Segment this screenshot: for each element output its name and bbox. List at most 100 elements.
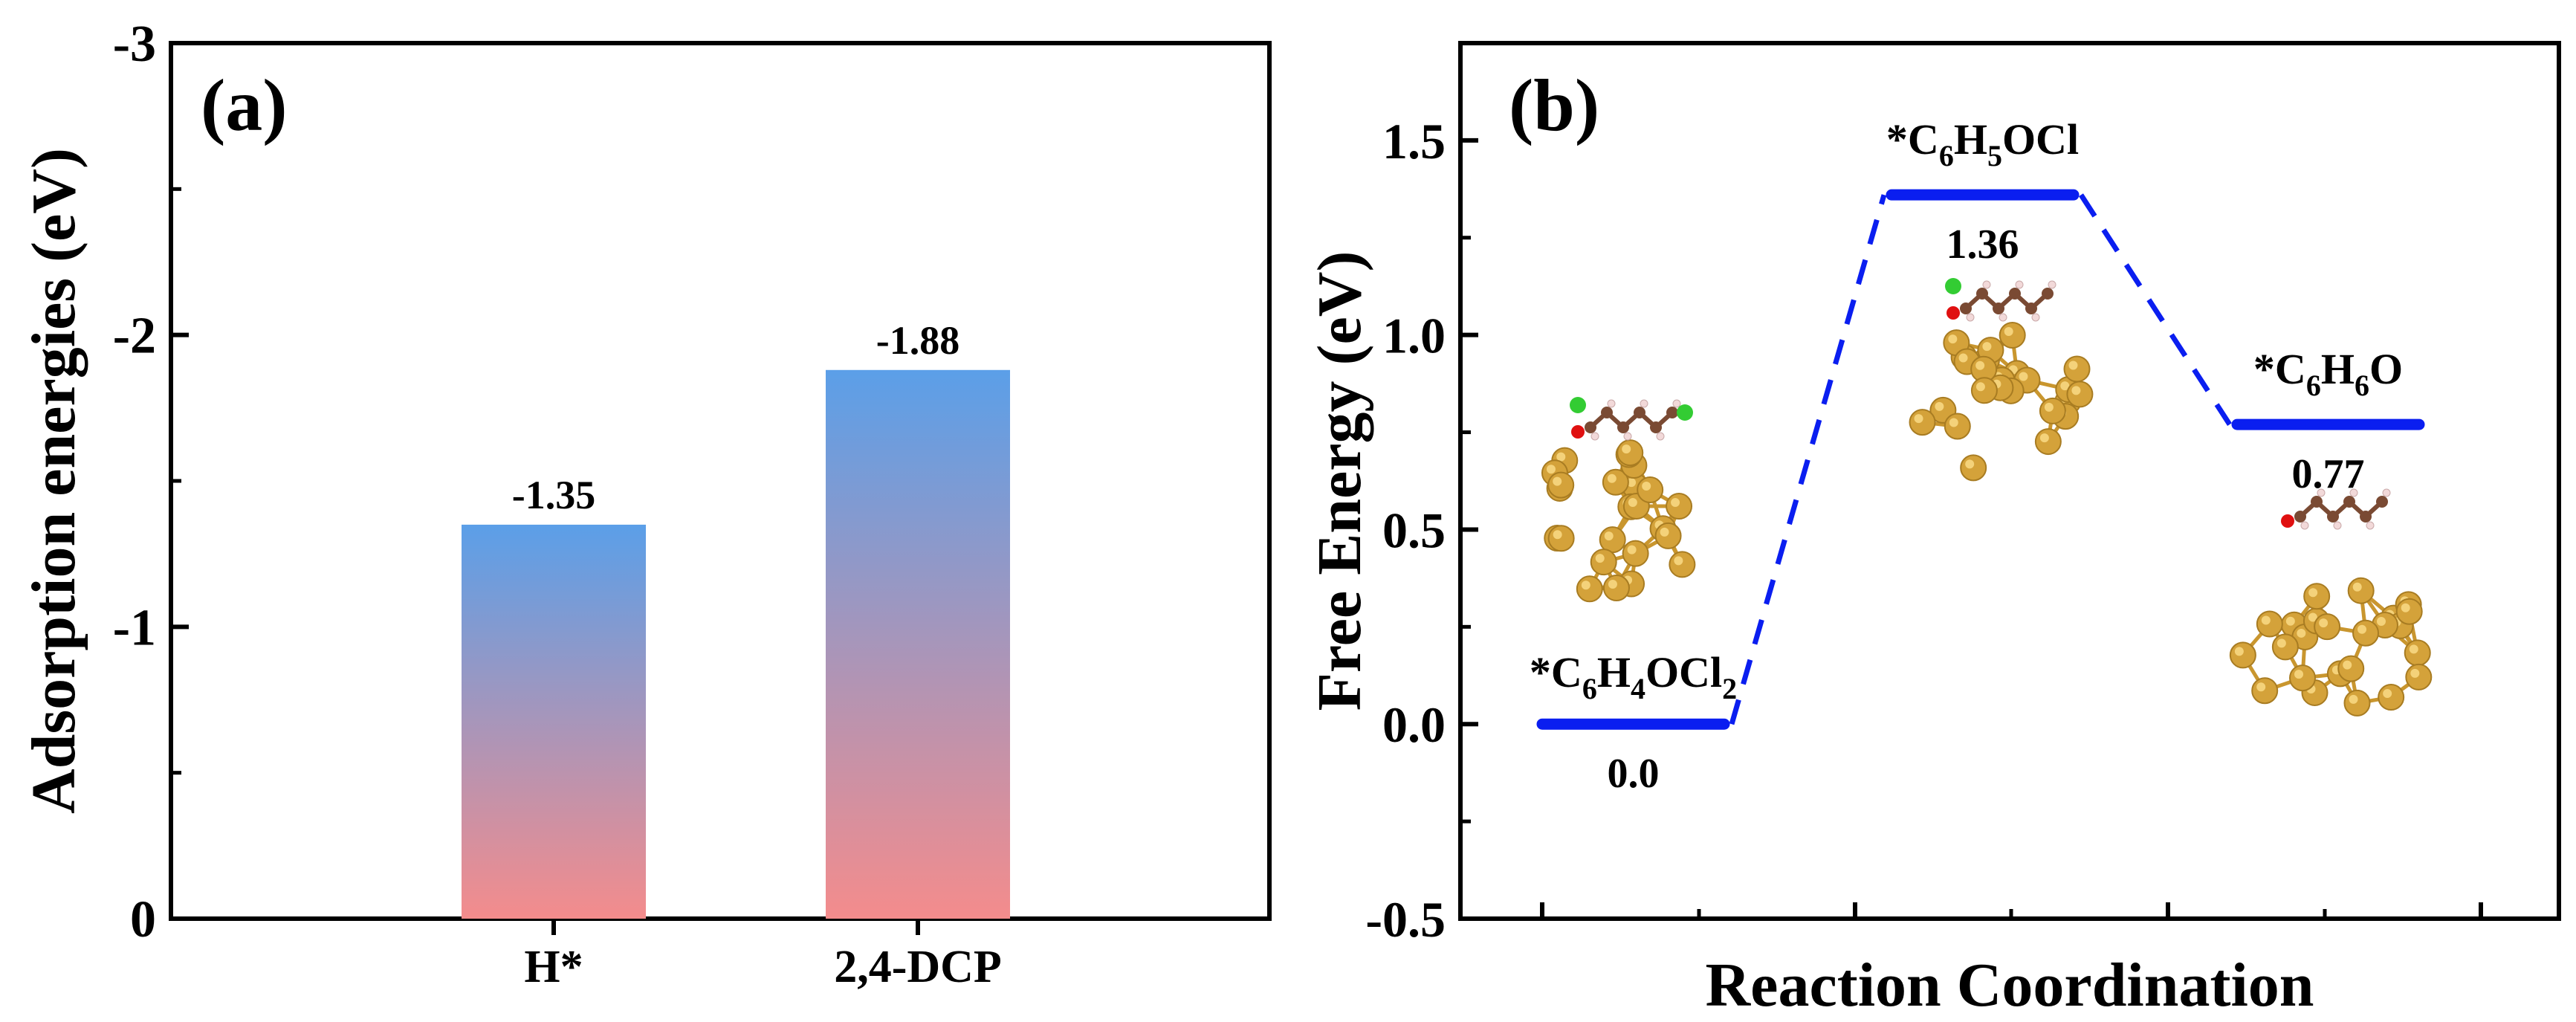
hydrogen-atom xyxy=(2031,313,2040,322)
au-atom-highlight xyxy=(1627,545,1637,554)
au-atom-highlight xyxy=(1660,527,1669,537)
au-atom xyxy=(1622,540,1649,567)
au-atom xyxy=(1590,549,1617,576)
au-atom-highlight xyxy=(1671,498,1680,508)
carbon-atom xyxy=(2311,496,2323,508)
au-atom xyxy=(1909,409,1936,436)
au-atom-highlight xyxy=(2349,694,2358,704)
y-tick-label-b: 1.0 xyxy=(1382,308,1446,364)
y-axis-ticks-a xyxy=(171,41,189,921)
au-atom-highlight xyxy=(1965,459,1975,469)
hydrogen-atom xyxy=(2048,280,2056,289)
au-atom-highlight xyxy=(2256,682,2266,692)
hydrogen-atom xyxy=(1607,399,1616,408)
au-atom xyxy=(1599,526,1626,554)
au-atom xyxy=(2314,613,2341,641)
y-axis-label-a: Adsorption energies (eV) xyxy=(19,148,88,814)
au-atom-highlight xyxy=(2297,628,2306,638)
y-tick-label-b: 0.0 xyxy=(1382,696,1446,753)
bar-value-label: -1.35 xyxy=(512,473,595,517)
hydrogen-atom xyxy=(1656,432,1665,441)
au-atom-highlight xyxy=(2409,644,2418,654)
y-tick-label-a: -2 xyxy=(113,308,156,365)
bar-value-labels-a: -1.35 -1.88 xyxy=(512,318,959,517)
y-axis-label-b: Free Energy (eV) xyxy=(1305,251,1374,711)
au-atom-highlight xyxy=(2004,327,2013,337)
energy-value-label: 1.36 xyxy=(1946,221,2019,268)
au-atom xyxy=(2034,428,2062,456)
au-atom-highlight xyxy=(2308,612,2317,622)
au-atom xyxy=(2256,610,2283,638)
oxygen-atom xyxy=(1946,306,1960,320)
y-tick-label-a: 0 xyxy=(130,891,156,948)
au-atom xyxy=(2251,677,2279,705)
energy-levels-b xyxy=(1536,189,2425,730)
au-atom xyxy=(1669,551,1696,578)
carbon-atom xyxy=(2376,496,2388,508)
au-atom xyxy=(1960,454,1987,482)
carbon-atom xyxy=(2327,511,2339,523)
au-atom-highlight xyxy=(1975,382,1985,392)
au-atom-highlight xyxy=(1595,554,1605,563)
hydrogen-atom xyxy=(2349,488,2358,497)
bar-value-label: -1.88 xyxy=(876,318,959,363)
au-atom-highlight xyxy=(1674,556,1683,566)
au-atom xyxy=(2229,641,2256,669)
y-axis-tick-labels-b: -0.5 0.0 0.5 1.0 1.5 xyxy=(1365,113,1446,948)
au-atom-highlight xyxy=(1607,473,1617,483)
hydrogen-atom xyxy=(2015,280,2024,289)
au-atom-highlight xyxy=(1948,334,1958,344)
carbon-atom xyxy=(2343,496,2355,508)
x-tick-label-a: H* xyxy=(524,942,583,992)
energy-connectors-b xyxy=(1729,193,2232,725)
species-label: *C6H4OCl2 xyxy=(1530,648,1737,705)
au-atom xyxy=(2289,664,2317,692)
au-atom xyxy=(1944,413,1971,440)
au-atom xyxy=(2395,598,2423,625)
au-atom xyxy=(1547,471,1575,499)
hydrogen-atom xyxy=(1640,399,1648,408)
au-atom-highlight xyxy=(1958,353,1968,363)
carbon-atom xyxy=(1650,421,1662,433)
hydrogen-atom xyxy=(1623,432,1632,441)
chlorine-atom xyxy=(1945,278,1961,294)
carbon-atom xyxy=(1993,303,2004,314)
y-tick-label-b: 0.5 xyxy=(1382,502,1446,558)
y-tick-label-b: 1.5 xyxy=(1382,113,1446,169)
au-atom xyxy=(2378,684,2405,711)
x-tick-label-a: 2,4-DCP xyxy=(834,942,1002,992)
hydrogen-atom xyxy=(2366,521,2375,530)
x-axis-label-b: Reaction Coordination xyxy=(1706,951,2314,1020)
au-atom-highlight xyxy=(2285,616,2295,626)
species-labels-b: *C6H4OCl2 *C6H5OCl *C6H6O xyxy=(1530,115,2403,705)
au-atom-highlight xyxy=(2357,624,2367,634)
au-atom xyxy=(2066,381,2094,408)
energy-connector xyxy=(2079,193,2232,426)
au-atom-highlight xyxy=(2308,588,2318,598)
au-atom-highlight xyxy=(2068,360,2078,370)
energy-connector xyxy=(1729,194,1887,725)
structure-c6h5ocl-image xyxy=(1909,322,2094,482)
au-atom xyxy=(2039,397,2066,424)
plot-frame-a xyxy=(169,41,1272,921)
au-atom xyxy=(2347,577,2375,604)
carbon-atom xyxy=(1617,421,1629,433)
au-atom-highlight xyxy=(2410,668,2420,678)
bar-h-star xyxy=(462,524,646,919)
au-atom-highlight xyxy=(2234,647,2244,656)
panel-label-a: (a) xyxy=(201,64,288,146)
carbon-atom xyxy=(1976,288,1988,300)
au-atom xyxy=(1576,575,1603,603)
au-atom-highlight xyxy=(2019,372,2028,381)
hydrogen-atom xyxy=(2300,521,2309,530)
hydrogen-atom xyxy=(1966,313,1975,322)
au-atom xyxy=(1547,525,1575,552)
au-atom xyxy=(1970,377,1998,404)
carbon-atom xyxy=(2009,288,2021,300)
panel-label-b: (b) xyxy=(1509,64,1599,146)
y-axis-ticks-b xyxy=(1460,138,1478,921)
carbon-atom xyxy=(1585,421,1596,433)
carbon-atom xyxy=(2360,511,2372,523)
au-atom-highlight xyxy=(2276,638,2286,648)
